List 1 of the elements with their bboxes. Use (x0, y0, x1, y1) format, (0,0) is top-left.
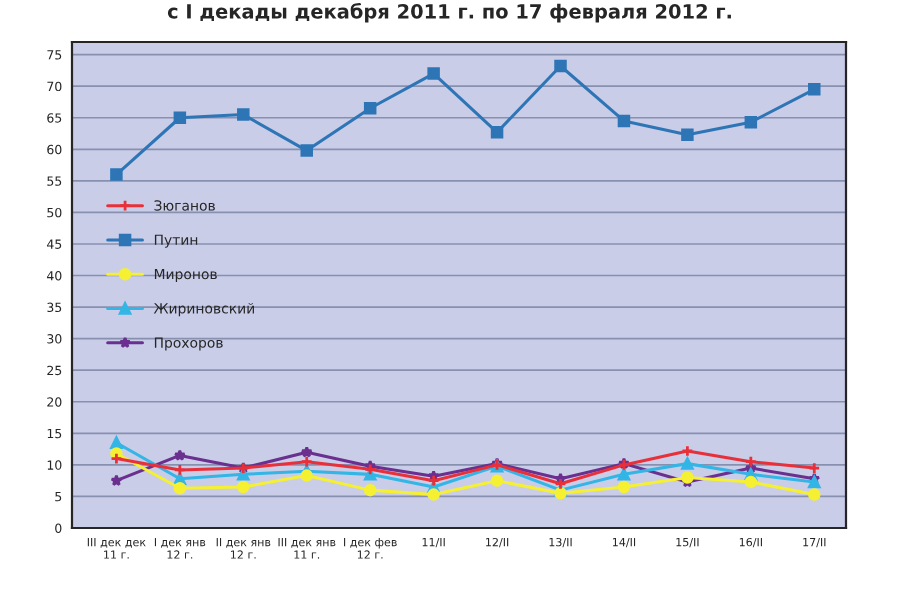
chart-title: с I декады декабря 2011 г. по 17 февраля 2012 г. (167, 3, 731, 23)
